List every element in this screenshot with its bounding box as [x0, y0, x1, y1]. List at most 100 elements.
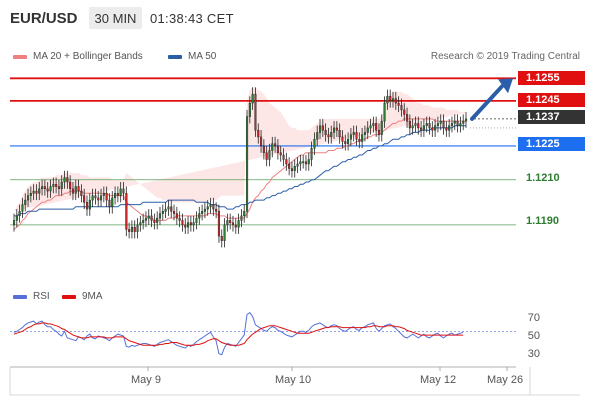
currency-pair-title: EUR/USD [10, 9, 78, 27]
rsi-tick-70: 70 [527, 312, 540, 324]
candle-body [80, 190, 83, 196]
candle-body [144, 217, 148, 221]
candle-body [223, 224, 226, 241]
candle-body [108, 199, 111, 208]
candle-body [425, 123, 428, 126]
candle-body [330, 132, 333, 138]
rsi-swatch [13, 294, 27, 299]
candle-body [60, 181, 63, 190]
candle-body [274, 143, 277, 147]
candle-body [442, 120, 445, 129]
candle-body [46, 188, 49, 192]
candle-body [192, 222, 195, 226]
candle-body [164, 208, 167, 212]
candle-body [220, 235, 223, 241]
candle-body [406, 114, 409, 122]
candle-body [77, 186, 80, 192]
candle-body [153, 220, 156, 223]
candle-body [71, 188, 74, 194]
candle-body [189, 222, 192, 226]
legend-9ma: 9MA [62, 291, 103, 302]
candle-body [352, 132, 355, 135]
timeframe-badge[interactable]: 30 MIN [89, 7, 142, 29]
candle-body [203, 208, 207, 212]
last-price-label: 1.1237 [518, 110, 585, 124]
candle-body [130, 226, 134, 232]
candle-body [265, 152, 268, 160]
candle-body [215, 208, 218, 212]
candle-body [83, 195, 86, 203]
candle-body [262, 145, 265, 153]
resistance-2-label: 1.1255 [518, 71, 585, 85]
candle-body [234, 224, 237, 228]
candle-body [310, 147, 313, 160]
candle-body [363, 132, 367, 135]
candle-body [147, 215, 150, 219]
candle-body [431, 127, 434, 131]
candle-body [321, 125, 324, 131]
candle-body [111, 197, 114, 208]
candle-body [375, 123, 378, 131]
candle-body [27, 195, 30, 201]
candle-body [288, 163, 291, 169]
pivot-label: 1.1225 [518, 137, 585, 151]
candle-body [313, 138, 316, 149]
candle-body [462, 120, 465, 124]
candle-body [201, 211, 204, 214]
candle-body [392, 98, 395, 102]
candle-body [231, 222, 235, 226]
candle-body [450, 123, 454, 126]
candle-body [459, 123, 462, 126]
candle-body [333, 127, 336, 133]
x-label-may26: May 26 [487, 374, 524, 386]
candle-body [347, 138, 350, 144]
forecast-arrow-head [498, 78, 513, 94]
candle-body [150, 215, 153, 221]
candle-body [408, 120, 411, 129]
legend-ma20-label: MA 20 + Bollinger Bands [33, 51, 143, 62]
candle-body [319, 125, 322, 133]
candle-body [403, 109, 406, 115]
candle-body [156, 217, 159, 223]
x-label-may9: May 9 [131, 374, 161, 386]
candle-body [38, 188, 41, 194]
candle-body [417, 123, 420, 129]
ma50-swatch [168, 54, 182, 59]
candle-body [369, 125, 372, 129]
candle-body [338, 129, 341, 138]
candle-body [226, 220, 229, 226]
candle-body [465, 118, 468, 122]
candle-body [268, 150, 271, 160]
candle-body [29, 193, 32, 196]
legend-rsi-label: RSI [33, 291, 50, 302]
candle-body [195, 217, 198, 223]
candle-body [414, 123, 417, 126]
candle-body [456, 120, 459, 126]
candle-body [167, 206, 170, 210]
candle-body [254, 93, 257, 131]
candle-body [181, 220, 184, 226]
candle-body [52, 184, 55, 187]
candle-body [229, 220, 232, 223]
rsi-tick-30: 30 [527, 348, 540, 360]
candle-body [243, 211, 246, 217]
legend-ma50-label: MA 50 [188, 51, 217, 62]
candle-body [21, 204, 24, 212]
candle-body [285, 159, 288, 165]
candle-body [178, 217, 181, 221]
candle-body [18, 211, 21, 217]
candle-body [445, 127, 448, 131]
candle-body [212, 204, 215, 210]
forecast-arrow-shaft [470, 84, 504, 121]
forecast-arrow [470, 78, 513, 121]
candle-body [158, 213, 162, 219]
candle-body [57, 186, 60, 189]
bollinger-band-fill [14, 87, 469, 212]
candle-body [428, 123, 431, 129]
candle-body [94, 195, 97, 199]
candle-body [279, 152, 282, 156]
candle-body [142, 220, 145, 223]
candle-body [248, 102, 251, 117]
ma20-swatch [13, 54, 27, 59]
